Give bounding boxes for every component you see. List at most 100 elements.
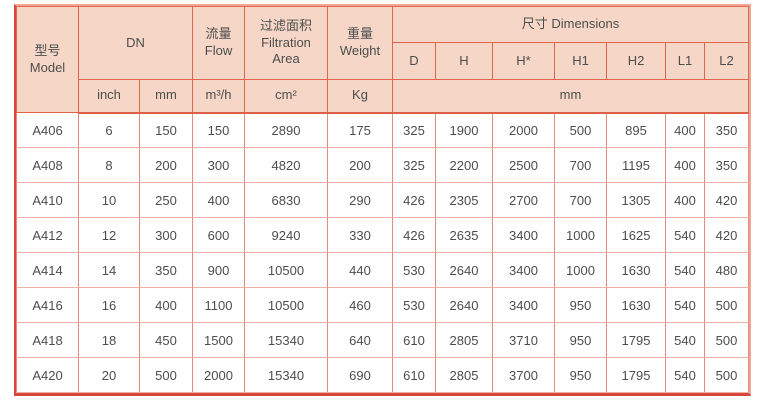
table-row: A416 16 400 1100 10500 460 530 2640 3400 950 1630 5… bbox=[16, 287, 750, 323]
col-header-dimensions: 尺寸 Dimensions bbox=[391, 6, 750, 43]
value-cell: 1000 bbox=[554, 252, 607, 288]
value-cell: 450 bbox=[139, 322, 193, 358]
value-cell: 540 bbox=[665, 287, 705, 323]
model-cell: A406 bbox=[16, 112, 79, 148]
value-cell: 426 bbox=[392, 182, 436, 218]
weight-label-en: Weight bbox=[339, 43, 381, 58]
value-cell: 6 bbox=[78, 112, 140, 148]
value-cell: 14 bbox=[78, 252, 140, 288]
value-cell: 640 bbox=[327, 322, 393, 358]
col-header-l2: L2 bbox=[703, 42, 750, 80]
filtration-label-zh: 过滤面积 bbox=[259, 17, 312, 33]
unit-header-dimensions: mm bbox=[391, 79, 750, 114]
value-cell: 420 bbox=[703, 217, 750, 253]
col-header-dn: DN bbox=[78, 6, 193, 80]
table-row: A406 6 150 150 2890 175 325 1900 2000 500 895 400 35… bbox=[16, 112, 750, 148]
value-cell: 6830 bbox=[244, 182, 328, 218]
table-row: A420 20 500 2000 15340 690 610 2805 3700 950 1795 5… bbox=[16, 357, 750, 393]
model-cell: A410 bbox=[16, 182, 79, 218]
value-cell: 1630 bbox=[606, 252, 666, 288]
value-cell: 950 bbox=[554, 357, 607, 393]
value-cell: 400 bbox=[665, 182, 705, 218]
value-cell: 610 bbox=[392, 357, 436, 393]
value-cell: 500 bbox=[139, 357, 193, 393]
table-header: 型号 Model DN 流量 Flow 过滤面积 Filtration Area… bbox=[16, 6, 750, 114]
unit-header-inch: inch bbox=[78, 79, 140, 114]
value-cell: 330 bbox=[327, 217, 393, 253]
value-cell: 300 bbox=[139, 217, 193, 253]
value-cell: 440 bbox=[327, 252, 393, 288]
value-cell: 1625 bbox=[606, 217, 666, 253]
model-cell: A416 bbox=[16, 287, 79, 323]
value-cell: 2640 bbox=[435, 252, 493, 288]
value-cell: 500 bbox=[703, 322, 750, 358]
value-cell: 895 bbox=[606, 112, 666, 148]
col-header-h-star: H* bbox=[492, 42, 555, 80]
value-cell: 400 bbox=[665, 147, 705, 183]
unit-header-filtration-area: cm² bbox=[244, 79, 328, 114]
filtration-label-en: Filtration Area bbox=[261, 34, 311, 67]
value-cell: 350 bbox=[139, 252, 193, 288]
value-cell: 10500 bbox=[244, 287, 328, 323]
value-cell: 12 bbox=[78, 217, 140, 253]
col-header-h2: H2 bbox=[606, 42, 666, 80]
value-cell: 500 bbox=[703, 357, 750, 393]
value-cell: 290 bbox=[327, 182, 393, 218]
weight-label-zh: 重量 bbox=[346, 26, 373, 42]
value-cell: 2500 bbox=[492, 147, 555, 183]
value-cell: 3700 bbox=[492, 357, 555, 393]
col-header-weight: 重量 Weight bbox=[327, 6, 393, 80]
value-cell: 540 bbox=[665, 357, 705, 393]
flow-label-zh: 流量 bbox=[205, 26, 232, 42]
value-cell: 200 bbox=[327, 147, 393, 183]
value-cell: 950 bbox=[554, 322, 607, 358]
unit-header-weight: Kg bbox=[327, 79, 393, 114]
value-cell: 1630 bbox=[606, 287, 666, 323]
value-cell: 10500 bbox=[244, 252, 328, 288]
value-cell: 2700 bbox=[492, 182, 555, 218]
value-cell: 3710 bbox=[492, 322, 555, 358]
table-row: A414 14 350 900 10500 440 530 2640 3400 1000 1630 5… bbox=[16, 252, 750, 288]
value-cell: 950 bbox=[554, 287, 607, 323]
value-cell: 4820 bbox=[244, 147, 328, 183]
value-cell: 2635 bbox=[435, 217, 493, 253]
model-cell: A420 bbox=[16, 357, 79, 393]
value-cell: 15340 bbox=[244, 357, 328, 393]
value-cell: 15340 bbox=[244, 322, 328, 358]
value-cell: 20 bbox=[78, 357, 140, 393]
model-cell: A412 bbox=[16, 217, 79, 253]
value-cell: 3400 bbox=[492, 287, 555, 323]
value-cell: 400 bbox=[139, 287, 193, 323]
value-cell: 350 bbox=[703, 112, 750, 148]
value-cell: 2200 bbox=[435, 147, 493, 183]
value-cell: 3400 bbox=[492, 252, 555, 288]
unit-header-mm: mm bbox=[139, 79, 193, 114]
model-cell: A414 bbox=[16, 252, 79, 288]
value-cell: 325 bbox=[392, 147, 436, 183]
value-cell: 1305 bbox=[606, 182, 666, 218]
value-cell: 150 bbox=[139, 112, 193, 148]
col-header-model: 型号 Model bbox=[16, 6, 79, 113]
value-cell: 690 bbox=[327, 357, 393, 393]
value-cell: 10 bbox=[78, 182, 140, 218]
value-cell: 2305 bbox=[435, 182, 493, 218]
value-cell: 3400 bbox=[492, 217, 555, 253]
value-cell: 1195 bbox=[606, 147, 666, 183]
table-body: A406 6 150 150 2890 175 325 1900 2000 500 895 400 35… bbox=[16, 112, 750, 393]
value-cell: 1000 bbox=[554, 217, 607, 253]
table-row: A412 12 300 600 9240 330 426 2635 3400 1000 1625 54… bbox=[16, 217, 750, 253]
value-cell: 2805 bbox=[435, 322, 493, 358]
value-cell: 16 bbox=[78, 287, 140, 323]
col-header-flow: 流量 Flow bbox=[192, 6, 245, 80]
value-cell: 2805 bbox=[435, 357, 493, 393]
header-row-dimension-subcolumns: D H H* H1 H2 L1 L2 bbox=[17, 42, 750, 80]
col-header-l1: L1 bbox=[665, 42, 705, 80]
value-cell: 540 bbox=[665, 252, 705, 288]
value-cell: 9240 bbox=[244, 217, 328, 253]
value-cell: 530 bbox=[392, 252, 436, 288]
model-label-en: Model bbox=[29, 59, 66, 75]
value-cell: 2000 bbox=[492, 112, 555, 148]
value-cell: 426 bbox=[392, 217, 436, 253]
value-cell: 530 bbox=[392, 287, 436, 323]
header-row-units: inch mm m³/h cm² Kg mm bbox=[17, 79, 750, 114]
